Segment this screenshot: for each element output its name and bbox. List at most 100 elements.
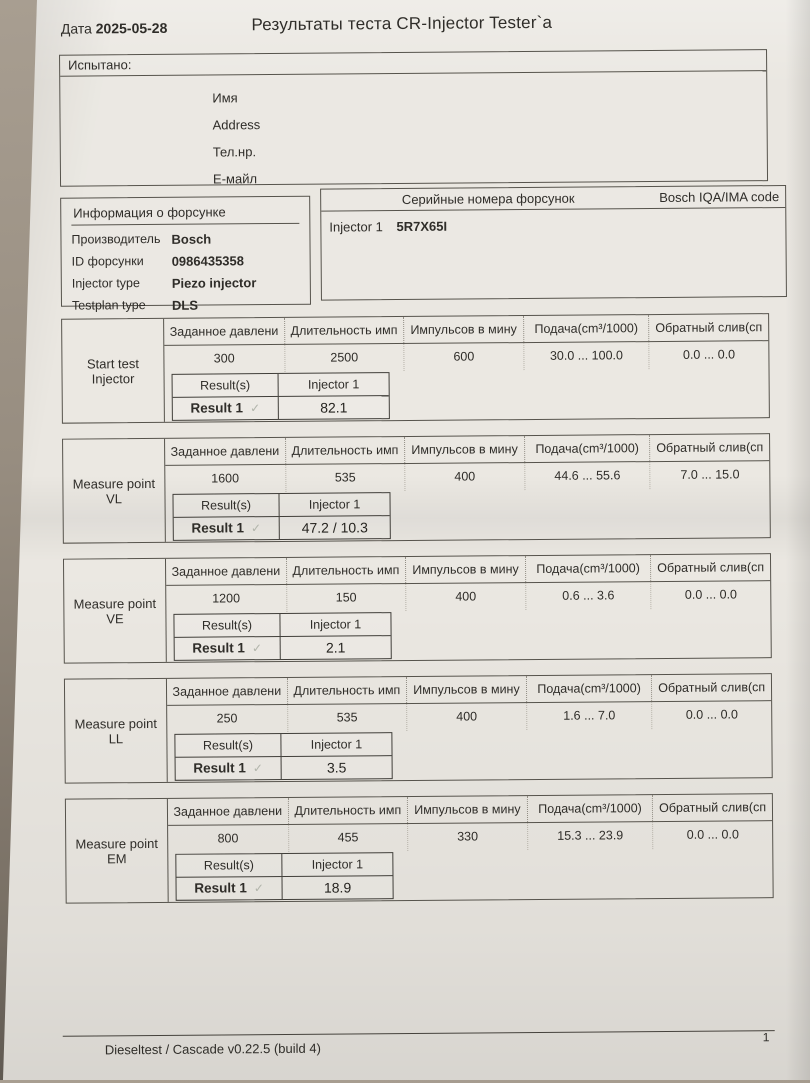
result-table: Result(s) Injector 1 Result 1 ✓ 82.1 [171,372,390,421]
test-section-vl: Measure point VL Заданное давлени Длител… [62,433,771,544]
serial-row: Injector 1 5R7X65I [321,208,785,235]
serial-numbers-box: Серийные номера форсунок Bosch IQA/IMA c… [320,184,787,301]
value-cell: 0.0 ... 0.0 [648,341,769,370]
check-icon: ✓ [252,761,263,776]
column-header-pulses: Импульсов в мину [404,436,524,464]
result-row: Result 1 ✓ 2.1 [174,635,391,660]
serial-header-row: Серийные номера форсунок Bosch IQA/IMA c… [321,186,786,212]
check-icon: ✓ [249,401,261,416]
result-value: 47.2 / 10.3 [278,516,390,539]
value-cell: 400 [405,583,526,612]
info-row-injector-type: Injector type Piezo injector [72,271,300,295]
info-row-manufacturer: Производитель Bosch [71,227,299,251]
column-header-backflow: Обратный слив(сп [651,674,772,702]
value-cell: 535 [284,464,405,492]
serial-header: Серийные номера форсунок [401,190,575,208]
result-row-label: Result 1 ✓ [190,400,261,416]
column-header-pressure: Заданное давлени [173,803,283,819]
info-value: DLS [171,297,199,313]
result-header-row: Result(s) Injector 1 [173,493,390,517]
column-header-duration: Длительность имп [287,796,408,824]
result-value: 3.5 [280,756,392,779]
result-value: 18.9 [281,876,393,899]
column-header-pulses: Импульсов в мину [407,796,527,823]
tested-by-fields: Имя Address Тел.нр. Е-майл [60,71,767,194]
section-table: Заданное давлени Длительность имп Импуль… [164,314,769,422]
injector-info-box: Информация о форсунке Производитель Bosc… [60,195,311,313]
column-header-pressure: Заданное давлени [172,683,282,699]
column-header-backflow: Обратный слив(сп [650,554,771,582]
value-cell: 150 [285,584,406,612]
result-row: Result 1 ✓ 82.1 [172,395,389,420]
table-values-row: 1200 150 400 0.6 ... 3.6 0.0 ... 0.0 [166,581,771,613]
result-header-row: Result(s) Injector 1 [176,853,393,877]
column-header-backflow: Обратный слив(сп [652,794,772,822]
info-value: Bosch [171,231,212,247]
table-values-row: 800 455 330 15.3 ... 23.9 0.0 ... 0.0 [168,821,773,853]
column-header-duration: Длительность имп [286,676,407,704]
check-icon: ✓ [250,521,262,536]
info-value: 0986435358 [171,252,245,269]
value-cell: 15.3 ... 23.9 [526,822,653,851]
section-table: Заданное давлени Длительность имп Импуль… [167,794,773,902]
serial-label: Injector 1 [329,219,383,235]
value-cell: 44.6 ... 55.6 [523,462,650,491]
check-icon: ✓ [253,881,264,896]
serial-value: 5R7X65I [396,218,448,235]
value-cell: 400 [406,703,527,731]
value-cell: 0.0 ... 0.0 [652,821,773,850]
section-table: Заданное давлени Длительность имп Импуль… [166,674,772,782]
test-section-start: Start test Injector Заданное давлени Дли… [61,313,770,424]
column-header-duration: Длительность имп [284,437,405,464]
value-cell: 7.0 ... 15.0 [649,461,770,490]
result-header-cell: Injector 1 [280,733,392,756]
result-header-cell: Result(s) [201,498,252,513]
tested-by-box: Испытано: Имя Address Тел.нр. Е-майл [59,49,769,187]
section-name: Measure point VE [63,558,167,663]
value-cell: 1600 [211,471,240,486]
result-row: Result 1 ✓ 18.9 [176,875,393,900]
value-cell: 250 [216,711,238,726]
value-cell: 600 [403,343,524,372]
result-table: Result(s) Injector 1 Result 1 ✓ 18.9 [175,852,394,901]
column-header-delivery: Подача(cm³/1000) [524,555,651,583]
column-header-delivery: Подача(cm³/1000) [525,675,652,703]
value-cell: 800 [217,831,239,846]
info-row-id: ID форсунки 0986435358 [72,249,300,273]
page-number: 1 [762,1030,770,1045]
result-row-label: Result 1 ✓ [192,640,263,656]
injector-info-header: Информация о форсунке [71,201,300,226]
table-values-row: 250 535 400 1.6 ... 7.0 0.0 ... 0.0 [167,701,772,733]
result-header-cell: Injector 1 [278,493,390,516]
result-header-cell: Injector 1 [279,613,391,636]
result-row: Result 1 ✓ 47.2 / 10.3 [173,515,390,540]
column-header-pressure: Заданное давлени [169,323,279,339]
column-header-delivery: Подача(cm³/1000) [526,795,653,823]
test-section-em: Measure point EM Заданное давлени Длител… [64,793,774,904]
column-header-duration: Длительность имп [285,557,406,584]
column-header-delivery: Подача(cm³/1000) [523,435,650,463]
table-values-row: 300 2500 600 30.0 ... 100.0 0.0 ... 0.0 [164,341,769,373]
column-header-backflow: Обратный слив(сп [649,434,770,462]
value-cell: 1.6 ... 7.0 [525,702,652,731]
info-value: Piezo injector [171,274,257,291]
column-header-pulses: Импульсов в мину [405,556,525,584]
footer-text: Dieseltest / Cascade v0.22.5 (build 4) [104,1040,321,1058]
check-icon: ✓ [251,641,263,656]
result-row-label: Result 1 ✓ [193,760,263,776]
value-cell: 1200 [212,591,241,606]
info-label: ID форсунки [71,254,144,269]
section-name: Start test Injector [62,318,165,423]
column-header-backflow: Обратный слив(сп [648,314,769,342]
info-label: Testplan type [71,298,146,313]
section-name: Measure point VL [63,438,166,543]
section-name: Measure point LL [64,678,168,783]
value-cell: 300 [213,351,235,366]
value-cell: 400 [404,463,525,492]
column-header-pressure: Заданное давлени [170,443,280,459]
value-cell: 330 [407,823,528,851]
result-header-cell: Injector 1 [277,373,389,396]
column-header-duration: Длительность имп [283,317,404,344]
table-values-row: 1600 535 400 44.6 ... 55.6 7.0 ... 15.0 [165,461,770,493]
